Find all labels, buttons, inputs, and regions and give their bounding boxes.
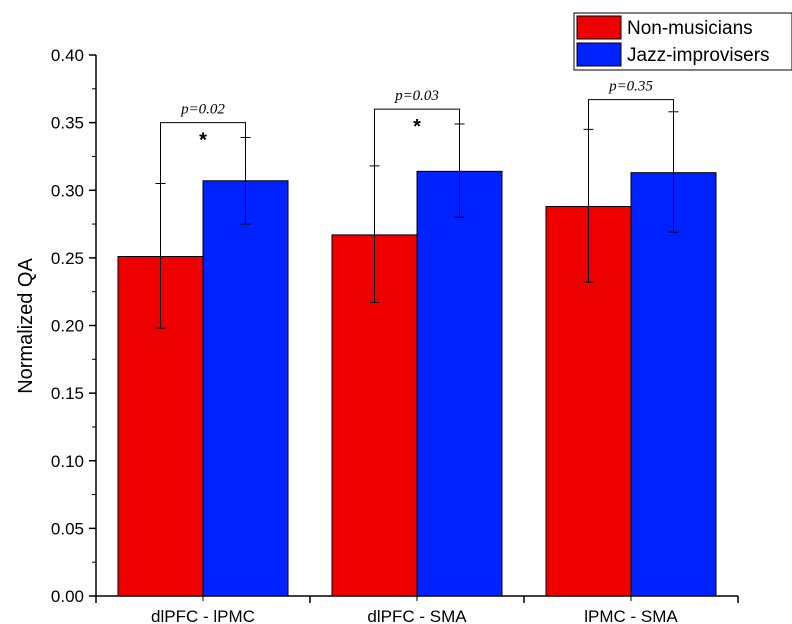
significance-bracket bbox=[374, 108, 460, 166]
y-tick-label: 0.05 bbox=[51, 519, 84, 538]
x-tick-label: lPMC - SMA bbox=[584, 607, 678, 624]
significance-star: * bbox=[413, 116, 421, 138]
legend-swatch bbox=[576, 42, 622, 67]
significance-star: * bbox=[199, 130, 207, 152]
y-tick-label: 0.40 bbox=[51, 46, 84, 65]
y-tick-label: 0.10 bbox=[51, 452, 84, 471]
legend-swatch bbox=[576, 15, 622, 40]
y-tick-label: 0.00 bbox=[51, 587, 84, 606]
y-tick-label: 0.20 bbox=[51, 317, 84, 336]
p-value-label: p=0.02 bbox=[180, 102, 225, 118]
legend: Non-musicians Jazz-improvisers bbox=[573, 12, 792, 71]
bar-non-musicians bbox=[545, 205, 632, 597]
y-tick-label: 0.25 bbox=[51, 249, 84, 268]
bar-jazz-improvisers bbox=[416, 170, 503, 597]
significance-brackets: p=0.02 * p=0.03 * p=0.35 bbox=[160, 79, 674, 184]
x-tick-label: dlPFC - lPMC bbox=[151, 607, 255, 624]
p-value-label: p=0.35 bbox=[608, 79, 653, 95]
y-axis: 0.00 0.05 0.10 0.15 0.20 0.25 0.30 0.35 0.40 bbox=[51, 46, 97, 606]
y-axis-title: Normalized QA bbox=[15, 258, 37, 394]
bar-jazz-improvisers bbox=[202, 180, 289, 597]
legend-items: Non-musicians Jazz-improvisers bbox=[576, 15, 770, 67]
y-tick-label: 0.30 bbox=[51, 181, 84, 200]
legend-label: Non-musicians bbox=[627, 18, 753, 39]
bars bbox=[117, 170, 717, 597]
p-value-label: p=0.03 bbox=[394, 88, 439, 104]
y-tick-label: 0.35 bbox=[51, 114, 84, 133]
x-axis: dlPFC - lPMC dlPFC - SMA lPMC - SMA bbox=[95, 595, 739, 624]
y-tick-label: 0.15 bbox=[51, 384, 84, 403]
legend-label: Jazz-improvisers bbox=[627, 45, 770, 66]
error-bars bbox=[155, 111, 679, 329]
x-tick-label: dlPFC - SMA bbox=[367, 607, 467, 624]
bar-jazz-improvisers bbox=[630, 172, 717, 597]
significance-bracket bbox=[160, 122, 246, 184]
significance-bracket bbox=[588, 99, 674, 130]
